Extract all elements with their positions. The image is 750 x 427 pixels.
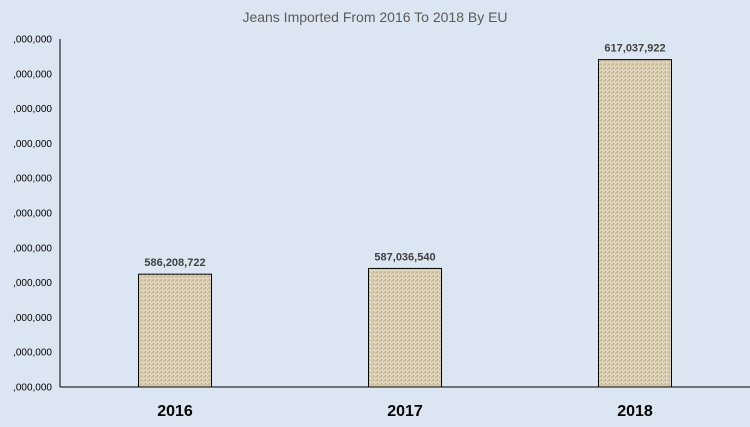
bar-2016 [138, 273, 212, 388]
bar-2017 [368, 267, 442, 388]
data-label-2018: 617,037,922 [604, 43, 665, 55]
chart-title: Jeans Imported From 2016 To 2018 By EU [242, 9, 508, 25]
y-tick-label: ,000,000 [13, 313, 52, 324]
x-tick-label-2016: 2016 [157, 403, 193, 420]
y-tick-label: ,000,000 [13, 104, 52, 115]
y-tick-label: ,000,000 [13, 209, 52, 220]
y-tick-label: ,000,000 [13, 174, 52, 185]
bar-2018 [598, 59, 672, 388]
y-tick-label: ,000,000 [13, 69, 52, 80]
y-tick-label: ,000,000 [13, 35, 52, 46]
y-tick-label: ,000,000 [13, 243, 52, 254]
x-tick-label-2018: 2018 [617, 403, 653, 420]
y-tick-label: ,000,000 [13, 278, 52, 289]
y-tick-label: ,000,000 [13, 139, 52, 150]
y-tick-label: ,000,000 [13, 348, 52, 359]
data-label-2016: 586,208,722 [144, 257, 205, 269]
y-tick-label: ,000,000 [13, 383, 52, 394]
data-label-2017: 587,036,540 [374, 251, 435, 263]
x-tick-label-2017: 2017 [387, 403, 423, 420]
